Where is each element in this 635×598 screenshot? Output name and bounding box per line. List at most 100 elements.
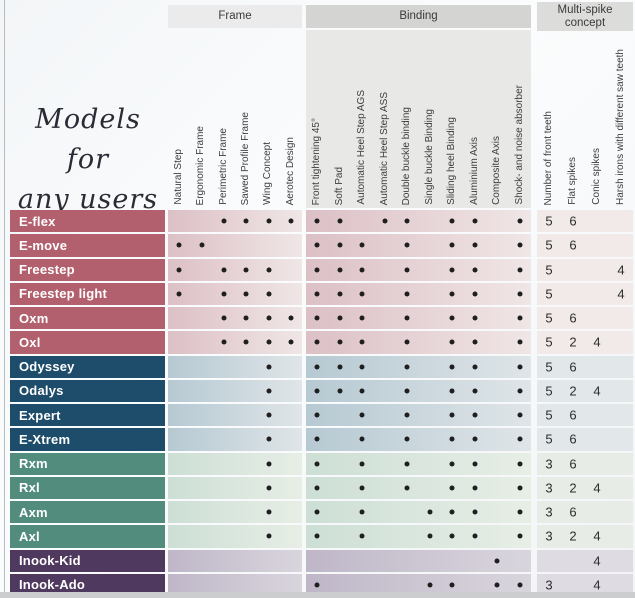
row-binding-cells	[306, 331, 531, 354]
row-frame-cells	[168, 573, 302, 597]
feature-dot	[266, 267, 271, 273]
model-label: Oxm	[10, 307, 165, 330]
column-header-label: Wing Concept	[262, 142, 274, 205]
model-label: Rxm	[10, 452, 165, 475]
feature-dot	[517, 485, 523, 491]
column-header-label: Sliding heel Binding	[446, 117, 458, 205]
model-label: E-Xtrem	[10, 428, 165, 451]
feature-dot	[449, 485, 455, 491]
feature-dot	[337, 388, 343, 394]
row-spike-cells	[537, 404, 633, 427]
model-label: Expert	[10, 404, 165, 427]
feature-dot	[472, 485, 478, 491]
feature-dot	[176, 242, 182, 248]
column-header: Composite Axis	[486, 30, 509, 208]
column-header-label: Automatic Heel Step AGS	[356, 90, 368, 205]
spike-value: 5	[545, 286, 553, 302]
feature-dot	[266, 412, 271, 418]
column-header: Flat spikes	[561, 30, 585, 208]
column-header: Aerotec Design	[280, 30, 302, 208]
feature-dot	[314, 267, 320, 273]
spike-value: 4	[593, 383, 601, 399]
row-binding-cells	[306, 234, 531, 257]
model-name: E-Xtrem	[19, 431, 71, 447]
feature-dot	[199, 242, 204, 248]
feature-dot	[449, 218, 455, 224]
feature-dot	[427, 533, 433, 539]
row-binding-cells	[306, 501, 531, 524]
feature-dot	[221, 339, 227, 345]
feature-dot	[359, 436, 365, 442]
column-header-label: Natural Step	[173, 149, 185, 205]
feature-dot	[359, 364, 365, 370]
model-name: E-flex	[19, 213, 56, 229]
spike-value: 4	[617, 286, 625, 302]
row-binding-cells	[306, 379, 531, 403]
model-label: Axm	[10, 501, 165, 524]
feature-dot	[359, 461, 365, 467]
group-header-frame-label: Frame	[218, 10, 252, 22]
feature-dot	[359, 291, 365, 297]
feature-dot	[314, 339, 320, 345]
feature-dot	[404, 364, 410, 370]
model-label: Rxl	[10, 476, 165, 500]
feature-dot	[517, 533, 523, 539]
feature-dot	[404, 339, 410, 345]
column-header-label: Single buckle Binding	[423, 109, 435, 205]
column-header: Natural Step	[168, 30, 190, 208]
feature-dot	[472, 533, 478, 539]
column-header: Aluminium Axis	[464, 30, 487, 208]
column-header-label: Double buckle binding	[401, 106, 413, 205]
feature-dot	[337, 364, 343, 370]
row-binding-cells	[306, 573, 531, 597]
column-header-label: Soft Pad	[333, 166, 345, 205]
feature-dot	[266, 315, 271, 321]
column-header: Front tightening 45°	[306, 30, 329, 208]
spike-value: 3	[545, 577, 553, 593]
feature-dot	[243, 339, 249, 345]
feature-dot	[472, 461, 478, 467]
model-name: Freestep light	[19, 286, 108, 302]
feature-dot	[221, 291, 227, 297]
feature-dot	[266, 218, 271, 224]
feature-dot	[314, 509, 320, 515]
feature-dot	[517, 436, 523, 442]
row-spike-cells	[537, 501, 633, 524]
feature-dot	[517, 582, 523, 588]
feature-dot	[517, 461, 523, 467]
row-spike-cells	[537, 379, 633, 403]
feature-dot	[359, 242, 365, 248]
spike-value: 5	[545, 383, 553, 399]
page-title: Models for any users	[10, 100, 166, 220]
row-frame-cells	[168, 331, 302, 354]
feature-dot	[472, 218, 478, 224]
column-header-label: Ergonomic Frame	[195, 125, 207, 205]
spike-value: 4	[593, 577, 601, 593]
model-name: Rxl	[19, 480, 40, 496]
spike-value: 2	[569, 383, 577, 399]
spike-value: 6	[569, 407, 577, 423]
model-name: Axl	[19, 528, 40, 544]
spike-value: 6	[569, 456, 577, 472]
feature-dot	[404, 485, 410, 491]
model-label: Oxl	[10, 331, 165, 354]
model-name: Oxl	[19, 334, 41, 350]
feature-dot	[449, 412, 455, 418]
feature-dot	[359, 412, 365, 418]
model-label: Odyssey	[10, 355, 165, 378]
feature-dot	[221, 315, 227, 321]
feature-dot	[359, 315, 365, 321]
feature-dot	[337, 315, 343, 321]
column-header: Number of front teeth	[537, 30, 561, 208]
row-spike-cells	[537, 549, 633, 572]
column-header-label: Aerotec Design	[284, 136, 296, 205]
feature-dot	[449, 388, 455, 394]
feature-dot	[266, 533, 271, 539]
column-header: Sliding heel Binding	[441, 30, 464, 208]
spike-value: 6	[569, 310, 577, 326]
feature-dot	[449, 364, 455, 370]
spike-value: 5	[545, 262, 553, 278]
model-label: Axl	[10, 525, 165, 548]
feature-dot	[359, 267, 365, 273]
spike-value: 2	[569, 334, 577, 350]
